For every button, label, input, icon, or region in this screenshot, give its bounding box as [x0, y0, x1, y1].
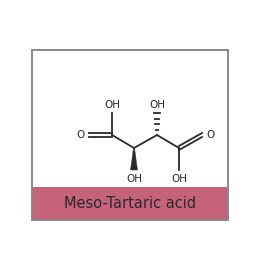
FancyBboxPatch shape	[32, 187, 228, 220]
Polygon shape	[131, 148, 138, 170]
Text: OH: OH	[171, 174, 187, 184]
Text: OH: OH	[126, 174, 142, 184]
Text: Meso-Tartaric acid: Meso-Tartaric acid	[64, 196, 196, 211]
FancyBboxPatch shape	[32, 50, 228, 220]
Text: OH: OH	[104, 100, 120, 110]
Text: O: O	[206, 130, 214, 140]
Text: OH: OH	[149, 100, 165, 110]
Text: O: O	[77, 130, 85, 140]
